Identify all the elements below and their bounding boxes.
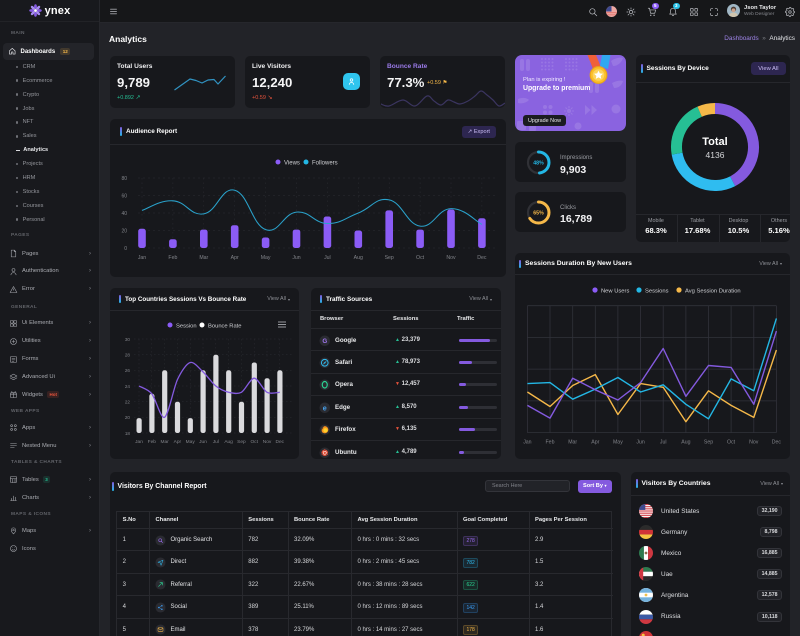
svg-text:0: 0: [124, 246, 127, 252]
svg-text:28: 28: [125, 353, 131, 358]
svg-text:Aug: Aug: [681, 440, 690, 446]
svg-text:Views: Views: [284, 161, 300, 167]
svg-text:Jul: Jul: [213, 439, 219, 445]
svg-text:Feb: Feb: [168, 255, 177, 261]
svg-text:22: 22: [125, 400, 131, 405]
svg-text:Mar: Mar: [568, 440, 577, 446]
svg-text:20: 20: [121, 229, 127, 235]
svg-text:Total: Total: [702, 136, 727, 148]
svg-text:Jan: Jan: [523, 440, 531, 446]
svg-text:Jan: Jan: [135, 439, 143, 445]
svg-text:48%: 48%: [533, 161, 544, 167]
svg-text:Followers: Followers: [312, 161, 338, 167]
svg-text:20: 20: [125, 415, 131, 420]
svg-text:Aug: Aug: [354, 255, 363, 261]
svg-text:Dec: Dec: [276, 439, 285, 445]
svg-text:Aug: Aug: [224, 439, 233, 445]
svg-text:26: 26: [125, 368, 131, 373]
svg-text:Mar: Mar: [160, 439, 169, 445]
svg-text:Avg Session Duration: Avg Session Duration: [685, 289, 741, 295]
svg-text:Bounce Rate: Bounce Rate: [208, 324, 242, 330]
svg-text:Nov: Nov: [446, 255, 456, 261]
svg-text:80: 80: [121, 176, 127, 182]
svg-text:Dec: Dec: [477, 255, 487, 261]
svg-text:Feb: Feb: [148, 439, 157, 445]
svg-text:May: May: [613, 440, 623, 446]
svg-text:4136: 4136: [706, 150, 725, 160]
svg-text:Dec: Dec: [772, 440, 782, 446]
svg-text:Session: Session: [176, 324, 197, 330]
svg-text:Mar: Mar: [199, 255, 208, 261]
svg-text:Jul: Jul: [660, 440, 667, 446]
svg-text:24: 24: [125, 384, 131, 389]
svg-text:May: May: [186, 439, 196, 445]
svg-text:Nov: Nov: [263, 439, 272, 445]
svg-text:Sep: Sep: [704, 440, 713, 446]
svg-text:Oct: Oct: [416, 255, 425, 261]
svg-text:Sep: Sep: [237, 439, 246, 445]
svg-text:Jan: Jan: [138, 255, 146, 261]
svg-text:Jun: Jun: [292, 255, 300, 261]
svg-text:Apr: Apr: [231, 255, 239, 261]
svg-text:30: 30: [125, 337, 131, 342]
svg-text:Jun: Jun: [199, 439, 207, 445]
svg-text:May: May: [261, 255, 271, 261]
svg-text:Jul: Jul: [324, 255, 331, 261]
svg-text:Apr: Apr: [591, 440, 599, 446]
svg-text:e: e: [323, 404, 327, 412]
svg-text:New Users: New Users: [601, 289, 629, 295]
svg-text:Sessions: Sessions: [645, 289, 669, 295]
svg-text:Oct: Oct: [250, 439, 258, 445]
svg-text:G: G: [322, 337, 327, 344]
svg-text:Oct: Oct: [727, 440, 736, 446]
svg-text:Sep: Sep: [385, 255, 394, 261]
svg-text:40: 40: [121, 211, 127, 217]
svg-text:60: 60: [121, 194, 127, 200]
svg-text:Feb: Feb: [546, 440, 555, 446]
svg-text:65%: 65%: [533, 210, 544, 216]
svg-text:18: 18: [125, 431, 131, 436]
svg-text:Jun: Jun: [636, 440, 644, 446]
svg-text:Apr: Apr: [174, 439, 182, 445]
svg-text:Nov: Nov: [749, 440, 759, 446]
